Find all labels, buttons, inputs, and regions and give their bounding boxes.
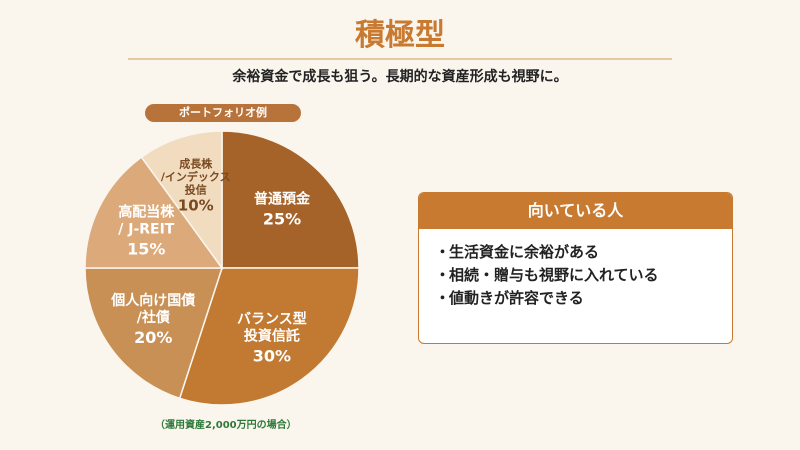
pie-value-label: 10% — [178, 197, 214, 215]
pie-slice-2 — [84, 267, 224, 400]
list-item: ・相続・贈与も視野に入れている — [435, 264, 732, 287]
card-header: 向いている人 — [419, 193, 732, 229]
pie-label-text: 普通預金 — [254, 190, 311, 207]
list-item: ・値動きが許容できる — [435, 287, 732, 310]
pie-slice-0 — [221, 130, 360, 269]
title-divider — [128, 58, 672, 60]
pie-value-label: 20% — [134, 328, 172, 347]
pie-label-text: 成長株 — [179, 157, 213, 171]
pie-label-text: / J-REIT — [118, 221, 175, 237]
footnote: （運用資産2,000万円の場合） — [155, 420, 297, 431]
pie-label-text: バランス型 — [237, 311, 307, 328]
pie-label-text: /社債 — [137, 309, 170, 326]
card-list: ・生活資金に余裕がある ・相続・贈与も視野に入れている ・値動きが許容できる — [419, 229, 732, 310]
pie-slice-1 — [178, 267, 360, 406]
page-title: 積極型 — [355, 18, 445, 53]
pie-label-3: 高配当株/ J-REIT 15% — [118, 203, 175, 258]
pie-label-text: 投資信託 — [244, 328, 300, 345]
pie-label-0: 普通預金 25% — [254, 190, 311, 228]
bullet-icon: ・ — [435, 266, 451, 284]
pie-slice-3 — [84, 156, 224, 269]
list-item: ・生活資金に余裕がある — [435, 241, 732, 264]
pie-label-text: 高配当株 — [118, 203, 175, 220]
pie-value-label: 25% — [263, 209, 301, 228]
bullet-icon: ・ — [435, 289, 451, 307]
pie-value-label: 15% — [127, 239, 165, 258]
pie-label-text: 投信 — [185, 183, 207, 197]
portfolio-label: ポートフォリオ例 — [145, 104, 301, 122]
pie-label-text: 個人向け国債 — [110, 292, 195, 309]
suitable-for-card: 向いている人 ・生活資金に余裕がある ・相続・贈与も視野に入れている ・値動きが… — [418, 192, 733, 344]
page-subtitle: 余裕資金で成長も狙う。長期的な資産形成も視野に。 — [232, 69, 568, 85]
pie-value-label: 30% — [253, 347, 291, 366]
pie-label-2: 個人向け国債/社債 20% — [110, 292, 195, 347]
pie-label-text: /インデックス — [161, 170, 231, 184]
pie-slice-4 — [140, 130, 223, 271]
bullet-icon: ・ — [435, 243, 451, 261]
